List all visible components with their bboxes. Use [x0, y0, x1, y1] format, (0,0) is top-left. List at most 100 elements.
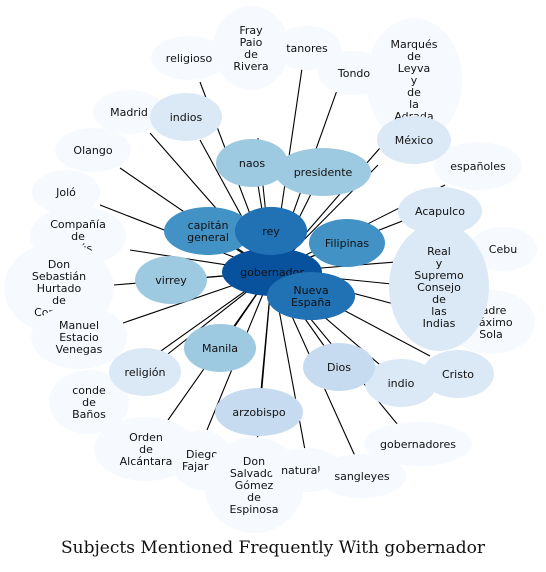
node-label-real: las	[431, 305, 447, 318]
node-label-orden: Alcántara	[120, 455, 173, 468]
node-label-gobernadores: gobernadores	[380, 438, 456, 451]
node-mexico: México	[377, 116, 451, 164]
node-label-salvador: Don	[243, 455, 265, 468]
node-label-marques: Leyva	[398, 62, 430, 75]
node-olango: Olango	[55, 128, 131, 172]
node-shape-religion	[109, 348, 181, 396]
node-label-olango: Olango	[73, 144, 112, 157]
node-label-sebastian: de	[52, 294, 66, 307]
node-label-salvador: Salvador	[230, 467, 279, 480]
node-shape-orden	[94, 417, 198, 481]
node-label-tanores: tanores	[286, 42, 328, 55]
node-shape-indio	[365, 359, 437, 407]
node-virrey: virrey	[135, 256, 207, 304]
node-label-religion: religión	[125, 366, 166, 379]
node-cristo: Cristo	[422, 350, 494, 398]
node-label-espanoles: españoles	[450, 160, 506, 173]
node-label-real: de	[432, 293, 446, 306]
node-shape-naos	[216, 139, 288, 187]
node-madrid: Madrid	[93, 90, 165, 134]
node-shape-tanores	[273, 26, 341, 70]
node-label-madrid: Madrid	[110, 106, 148, 119]
node-tondo: Tondo	[318, 51, 390, 95]
node-label-marques: de	[407, 86, 421, 99]
node-label-arzobispo: arzobispo	[232, 406, 286, 419]
node-religion: religión	[109, 348, 181, 396]
node-label-tondo: Tondo	[337, 67, 371, 80]
node-shape-gobernadores	[364, 422, 472, 466]
node-gobernadores: gobernadores	[364, 422, 472, 466]
node-shape-virrey	[135, 256, 207, 304]
node-label-real: y	[436, 257, 443, 270]
node-religioso: religioso	[151, 36, 227, 80]
node-label-fray: Paio	[240, 36, 263, 49]
node-label-manuel: Estacio	[59, 331, 99, 344]
node-indio: indio	[365, 359, 437, 407]
node-shape-indios	[150, 93, 222, 141]
node-presidente: presidente	[275, 148, 371, 196]
node-shape-espanoles	[434, 142, 522, 190]
node-label-marques: Marqués	[390, 38, 437, 51]
node-filipinas: Filipinas	[309, 219, 385, 267]
node-label-marques: de	[407, 50, 421, 63]
node-label-virrey: virrey	[155, 274, 187, 287]
node-shape-real	[389, 223, 489, 351]
node-label-cebu: Cebu	[489, 243, 517, 256]
node-label-manuel: Manuel	[59, 319, 99, 332]
node-label-conde: Baños	[72, 408, 106, 421]
node-label-diego: Diego	[186, 448, 218, 461]
node-shape-cebu	[469, 227, 537, 271]
node-label-sebastian: Hurtado	[37, 282, 82, 295]
node-label-manila: Manila	[202, 342, 238, 355]
node-shape-acapulco	[398, 187, 482, 235]
node-shape-rey	[235, 207, 307, 255]
node-label-filipinas: Filipinas	[325, 237, 369, 250]
node-label-conde: conde	[72, 384, 106, 397]
node-shape-manila	[184, 324, 256, 372]
node-jolo: Joló	[32, 170, 100, 214]
node-label-salvador: de	[247, 491, 261, 504]
node-label-indios: indios	[170, 111, 203, 124]
node-label-marques: la	[409, 98, 419, 111]
node-shape-marques	[366, 18, 462, 142]
node-cebu: Cebu	[469, 227, 537, 271]
node-label-sebastian: Sebastián	[32, 270, 86, 283]
node-label-fray: Rivera	[233, 60, 268, 73]
node-label-salvador: Espinosa	[230, 503, 279, 516]
node-shape-manuel	[31, 305, 127, 369]
node-label-compania: Compañía	[50, 218, 106, 231]
node-label-acapulco: Acapulco	[415, 205, 465, 218]
node-shape-fray	[213, 6, 289, 90]
node-label-capitan: general	[187, 231, 229, 244]
node-label-manuel: Venegas	[56, 343, 103, 356]
node-label-real: Consejo	[417, 281, 461, 294]
node-shape-olango	[55, 128, 131, 172]
node-label-real: Supremo	[414, 269, 464, 282]
node-naos: naos	[216, 139, 288, 187]
node-dios: Dios	[303, 343, 375, 391]
node-label-conde: de	[82, 396, 96, 409]
node-shape-religioso	[151, 36, 227, 80]
node-sangleyes: sangleyes	[318, 454, 406, 498]
node-label-salvador: Gómez	[235, 479, 274, 492]
node-label-padre: Sola	[479, 328, 503, 341]
node-label-orden: Orden	[129, 431, 163, 444]
node-label-orden: de	[139, 443, 153, 456]
node-label-fray: de	[244, 48, 258, 61]
node-tanores: tanores	[273, 26, 341, 70]
node-label-indio: indio	[388, 377, 415, 390]
node-label-nueva: Nueva	[293, 284, 328, 297]
node-shape-jolo	[32, 170, 100, 214]
node-shape-cristo	[422, 350, 494, 398]
node-label-nueva: España	[291, 296, 331, 309]
node-label-compania: de	[71, 230, 85, 243]
node-label-dios: Dios	[327, 361, 351, 374]
node-indios: indios	[150, 93, 222, 141]
